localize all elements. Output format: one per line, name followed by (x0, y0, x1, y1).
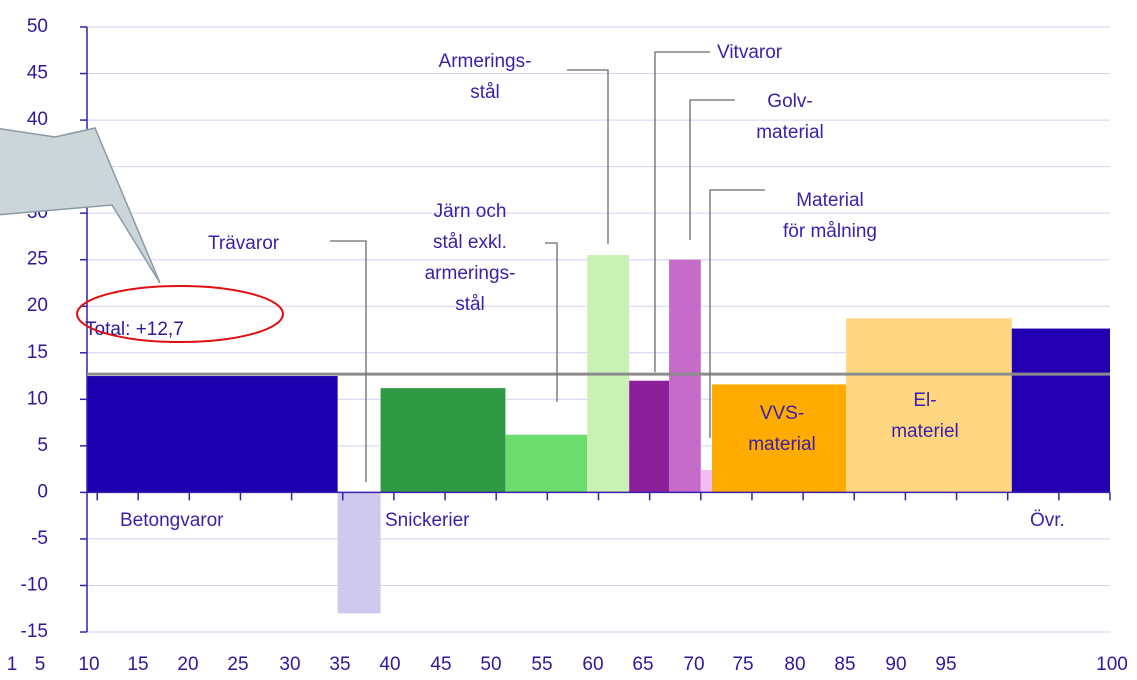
total-label: Total: +12,7 (85, 319, 184, 340)
bar (712, 384, 847, 493)
x-tick-label: 5 (35, 654, 46, 675)
x-tick-label: 95 (935, 654, 956, 675)
x-tick-label: 15 (127, 654, 148, 675)
x-tick-label: 80 (784, 654, 805, 675)
x-tick-label: 70 (683, 654, 704, 675)
category-label: VVS- material (748, 403, 816, 455)
category-label: Armerings- stål (438, 51, 532, 103)
category-label: Material för målning (783, 190, 877, 242)
category-label: Snickerier (385, 510, 470, 531)
y-tick-label: 20 (27, 295, 48, 316)
leader-line (689, 99, 735, 240)
y-tick-label: -5 (31, 528, 48, 549)
leader-line (330, 240, 367, 482)
bar (87, 376, 338, 493)
leader-line (654, 51, 710, 372)
x-tick-label: 65 (632, 654, 653, 675)
bar (629, 380, 670, 493)
leader-line (709, 189, 765, 438)
category-label: Betongvaror (120, 510, 224, 531)
bar (1011, 328, 1110, 493)
x-tick-label: 1 (7, 654, 18, 675)
x-tick-label: 45 (430, 654, 451, 675)
x-tick-label: 60 (582, 654, 603, 675)
bar (846, 318, 1012, 493)
category-label: El- materiel (891, 390, 959, 442)
x-tick-label: 85 (834, 654, 855, 675)
category-label: Järn och stål exkl. armerings- stål (424, 201, 516, 315)
y-tick-label: -15 (21, 621, 48, 642)
y-tick-label: 45 (27, 63, 48, 84)
y-tick-label: 40 (27, 109, 48, 130)
y-tick-label: 15 (27, 342, 48, 363)
x-tick-label: 25 (227, 654, 248, 675)
x-tick-label: 55 (531, 654, 552, 675)
x-tick-label: 10 (78, 654, 99, 675)
category-label: Vitvaror (717, 42, 783, 63)
bar (380, 388, 506, 493)
x-tick-label: 40 (379, 654, 400, 675)
category-label: Trävaror (208, 233, 280, 254)
highlight (76, 285, 284, 343)
bar (337, 492, 381, 614)
category-label: Golv- material (756, 91, 824, 143)
x-tick-label: 90 (885, 654, 906, 675)
x-tick-label: 20 (177, 654, 198, 675)
bar (700, 470, 713, 493)
y-tick-label: -10 (21, 574, 48, 595)
x-tick-label: 75 (732, 654, 753, 675)
x-tick-label: 50 (480, 654, 501, 675)
y-tick-label: 0 (37, 481, 48, 502)
y-tick-label: 50 (27, 16, 48, 37)
bar (669, 259, 701, 493)
bar (505, 434, 588, 493)
leader-line (545, 242, 558, 402)
y-tick-label: 25 (27, 249, 48, 270)
leader-line (567, 69, 609, 244)
callout (0, 127, 161, 284)
y-tick-label: 5 (37, 435, 48, 456)
x-tick-label: 35 (329, 654, 350, 675)
category-label: Övr. (1030, 510, 1065, 531)
x-tick-label: 30 (279, 654, 300, 675)
x-tick-label: 100 (1096, 654, 1128, 675)
y-tick-label: 10 (27, 388, 48, 409)
